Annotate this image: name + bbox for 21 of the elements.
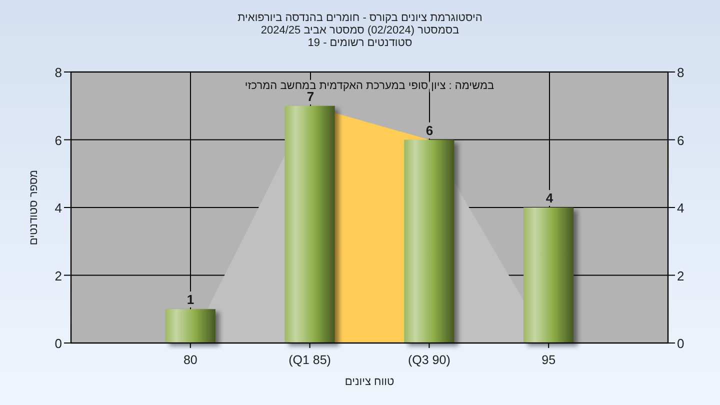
- y2-tick-label: 0: [677, 336, 684, 351]
- y-tick-label: 4: [54, 200, 62, 216]
- bar: [524, 208, 574, 343]
- y-tick-label: 6: [54, 132, 62, 148]
- bar: [284, 106, 335, 343]
- y-tick-label: 2: [54, 268, 62, 284]
- x-tick-label: 80: [183, 353, 198, 367]
- x-axis-title: טווח ציונים: [344, 376, 394, 388]
- y-axis-title: מספר סטודנטים: [28, 170, 40, 246]
- x-tick-label: 95: [542, 353, 556, 367]
- x-tick-label: (Q3 90): [408, 353, 450, 367]
- y-tick-label: 0: [54, 336, 62, 351]
- bar: [404, 140, 454, 343]
- bar: [165, 309, 216, 343]
- x-tick-label: (Q1 85): [288, 353, 331, 367]
- y2-tick-label: 4: [677, 200, 684, 216]
- y-tick-label: 8: [54, 65, 62, 80]
- y2-tick-label: 2: [677, 268, 684, 284]
- y2-tick-label: 8: [677, 65, 684, 80]
- chart-title: היסטוגרמת ציונים בקורס - חומרים בהנדסה ביורפואית בסמסטר (02/2024) סמסטר אביב 2024/25 סטודנטים רשומים - 19: [238, 12, 482, 49]
- y2-tick-label: 6: [677, 132, 684, 148]
